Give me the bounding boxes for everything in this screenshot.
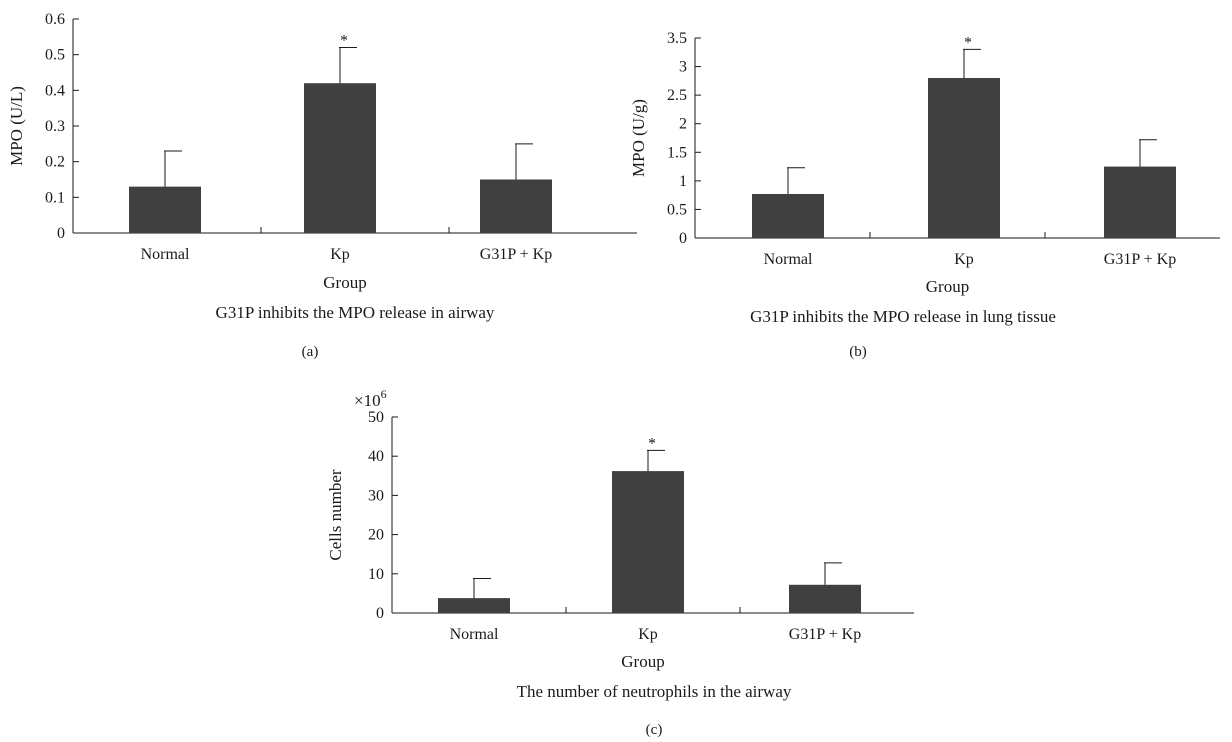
y-tick-label: 0.5 <box>667 201 687 218</box>
panel-caption: G31P inhibits the MPO release in airway <box>216 303 495 322</box>
y-tick-label: 0.6 <box>45 11 65 28</box>
x-tick-label: Normal <box>141 246 190 263</box>
significance-marker: * <box>964 34 972 51</box>
panel-caption: G31P inhibits the MPO release in lung ti… <box>750 307 1056 326</box>
y-tick-label: 0.1 <box>45 189 65 206</box>
x-tick-label: Kp <box>638 626 658 643</box>
y-tick-label: 0.3 <box>45 118 65 135</box>
panel-a: 0 0.1 0.2 0.3 0.4 0.5 0.6 Normal * Kp G31P + Kp MPO… <box>7 11 637 360</box>
bar <box>480 179 552 233</box>
y-axis-multiplier-exp: 6 <box>381 387 387 401</box>
y-tick-label: 0 <box>57 225 65 242</box>
panel-label: (c) <box>646 722 663 738</box>
y-tick-label: 0 <box>376 605 384 622</box>
panel-caption: The number of neutrophils in the airway <box>517 682 792 701</box>
bar <box>789 584 861 613</box>
y-tick-label: 3.5 <box>667 30 687 47</box>
y-tick-label: 50 <box>368 409 384 426</box>
y-axis-multiplier-base: ×10 <box>354 391 381 410</box>
y-tick-label: 3 <box>679 59 687 76</box>
significance-marker: * <box>340 33 348 50</box>
y-tick-label: 1 <box>679 173 687 190</box>
x-axis-title: Group <box>621 652 664 671</box>
bar <box>129 186 201 233</box>
bar <box>752 194 824 238</box>
y-tick-label: 20 <box>368 527 384 544</box>
x-tick-label: G31P + Kp <box>789 626 861 643</box>
bar <box>928 78 1000 238</box>
x-axis-title: Group <box>323 273 366 292</box>
x-tick-label: Normal <box>764 251 813 268</box>
y-axis-title: MPO (U/g) <box>629 99 648 177</box>
x-axis-title: Group <box>926 277 969 296</box>
y-axis-multiplier: ×106 <box>354 387 387 410</box>
x-tick-label: G31P + Kp <box>480 246 552 263</box>
panel-label: (a) <box>302 344 319 360</box>
y-tick-label: 2 <box>679 116 687 133</box>
bar <box>612 471 684 613</box>
y-tick-label: 10 <box>368 566 384 583</box>
y-tick-label: 0.4 <box>45 82 65 99</box>
y-tick-label: 0.5 <box>45 47 65 64</box>
bar <box>438 598 510 613</box>
x-tick-label: Kp <box>330 246 350 263</box>
bar <box>304 83 376 233</box>
y-tick-label: 0.2 <box>45 154 65 171</box>
y-axis-title: Cells number <box>326 469 345 560</box>
panel-b: 0 0.5 1 1.5 2 2.5 3 3.5 Normal * Kp G31P + Kp MPO (U… <box>629 30 1220 360</box>
bar <box>1104 166 1176 238</box>
x-tick-label: Normal <box>450 626 499 643</box>
y-tick-label: 0 <box>679 230 687 247</box>
panel-c: 0 10 20 30 40 50 Normal * Kp G31P + Kp Cells numbe… <box>326 387 914 738</box>
y-tick-label: 30 <box>368 487 384 504</box>
x-tick-label: Kp <box>954 251 974 268</box>
panel-label: (b) <box>849 344 867 360</box>
y-tick-label: 40 <box>368 448 384 465</box>
y-tick-label: 1.5 <box>667 144 687 161</box>
x-tick-label: G31P + Kp <box>1104 251 1176 268</box>
significance-marker: * <box>648 435 656 452</box>
y-tick-label: 2.5 <box>667 87 687 104</box>
y-axis-title: MPO (U/L) <box>7 86 26 166</box>
